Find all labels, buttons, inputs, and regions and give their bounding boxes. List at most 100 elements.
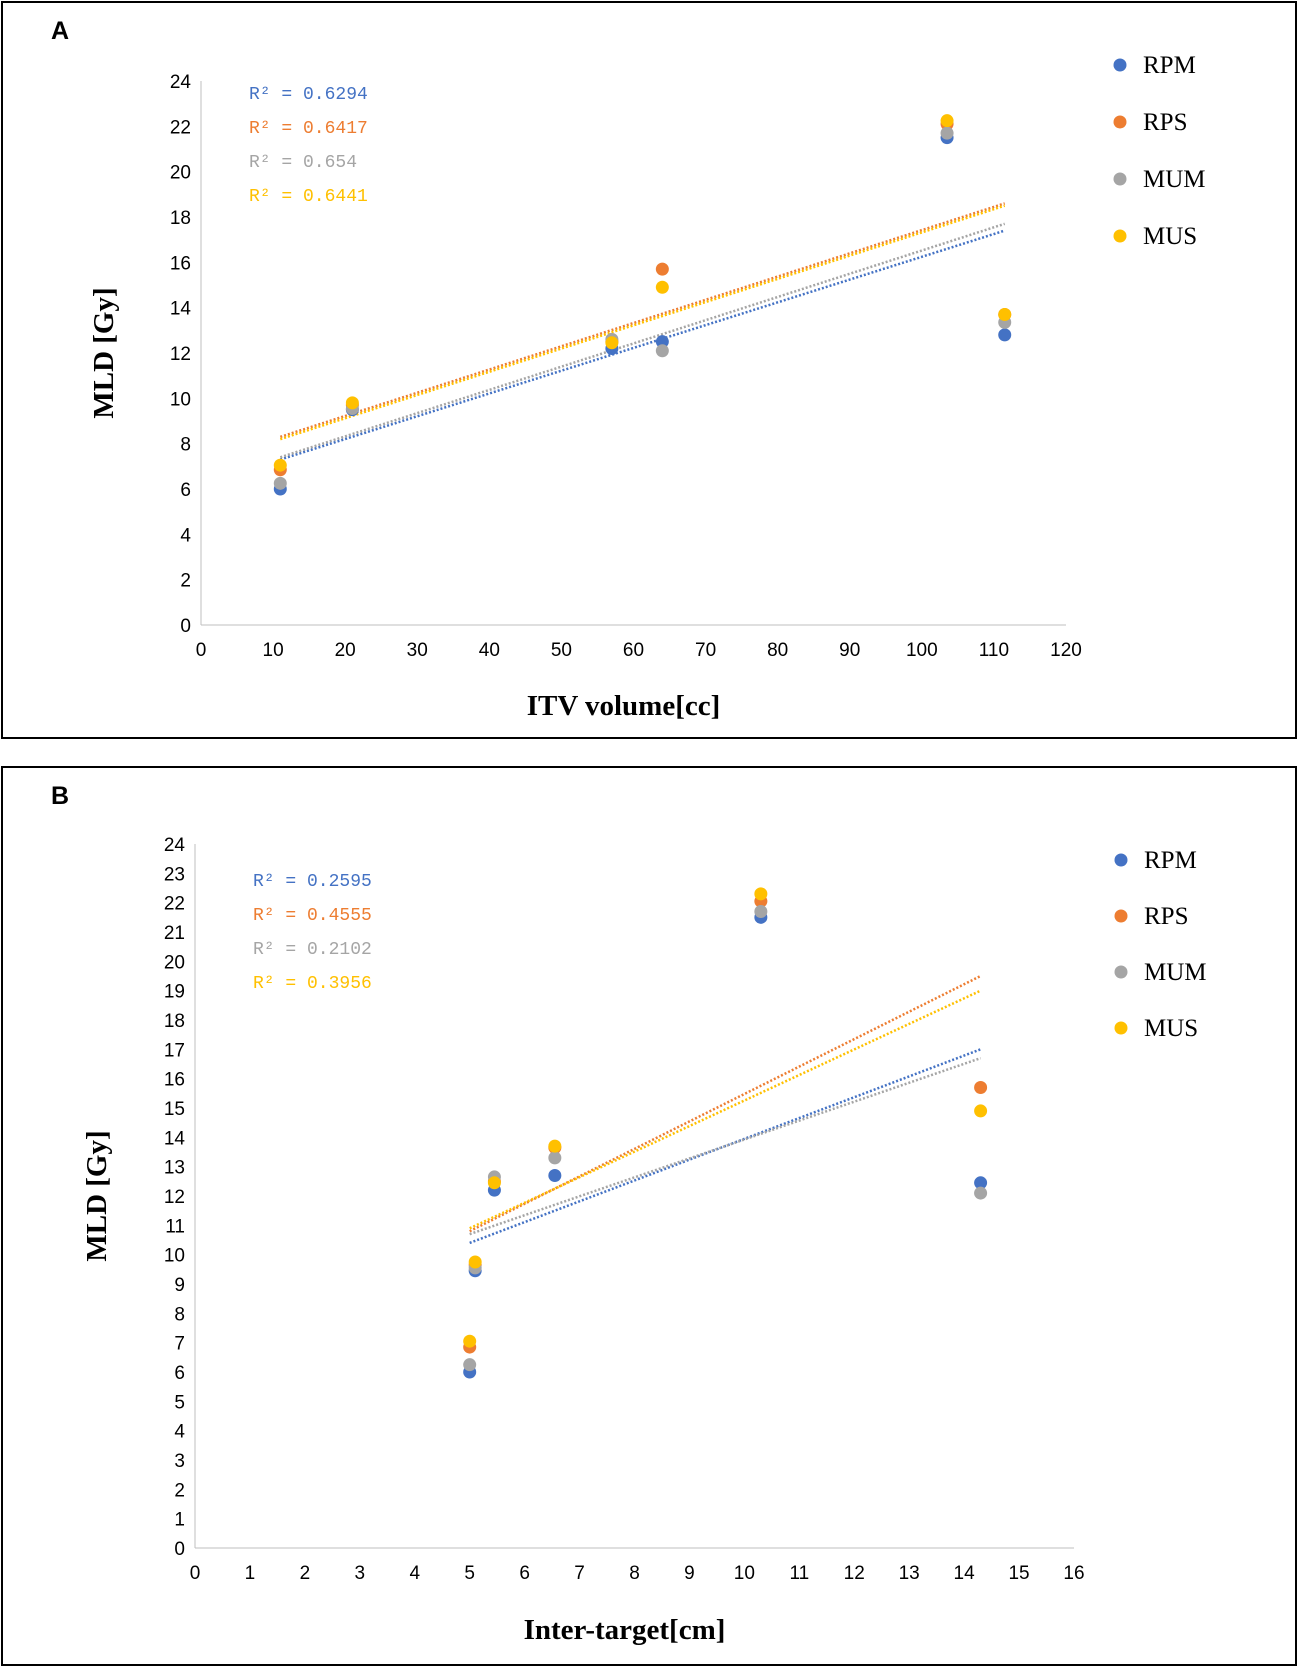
data-point-rpm [974,1176,988,1190]
data-point-mum [655,344,669,358]
legend-label-rps: RPS [1143,109,1187,136]
data-point-rps [655,262,669,276]
y-axis-title: MLD [Gy] [88,287,120,418]
data-point-mus [754,887,768,901]
r2-annotation-rpm: R² = 0.2595 [253,872,372,892]
y-tick-label: 6 [180,480,191,501]
trendline-mum [279,222,1006,459]
y-tick-label: 18 [170,208,191,229]
y-tick-label: 7 [174,1334,185,1355]
x-tick-label: 0 [190,1563,201,1584]
r2-annotation-rps: R² = 0.4555 [253,906,372,926]
x-tick-label: 8 [629,1563,640,1584]
y-tick-label: 5 [174,1392,185,1413]
x-tick-label: 120 [1050,640,1082,661]
y-tick-label: 2 [180,571,191,592]
chart-panel-a: A 0 10 20 30 40 50 60 70 80 90 100 110 120 0 2 4 6 8 10 12 1… [1,1,1297,739]
y-tick-label: 14 [170,299,192,320]
x-tick-label: 70 [695,640,716,661]
y-tick-label: 4 [174,1422,185,1443]
x-tick-label: 60 [623,640,644,661]
legend-marker-rpm [1114,853,1128,867]
data-point-mus [487,1176,501,1190]
x-tick-label: 5 [464,1563,475,1584]
y-tick-label: 12 [170,344,191,365]
y-tick-label: 10 [170,389,191,410]
y-tick-label: 24 [164,835,186,856]
r2-annotation-mum: R² = 0.654 [249,153,357,173]
trendline-mus [469,989,982,1230]
trendline-mus [279,204,1006,441]
data-point-mum [974,1186,988,1200]
x-tick-label: 1 [245,1563,256,1584]
data-point-mum [463,1358,477,1372]
panel-label-a: A [51,17,70,45]
r2-annotation-mus: R² = 0.6441 [249,187,368,207]
x-tick-label: 2 [300,1563,311,1584]
y-tick-label: 21 [164,923,185,944]
r2-annotation-mum: R² = 0.2102 [253,940,372,960]
r2-annotation-rps: R² = 0.6417 [249,119,368,139]
y-tick-label: 6 [174,1363,185,1384]
data-point-mus [605,336,619,350]
y-tick-label: 10 [164,1246,185,1267]
y-tick-label: 11 [165,1216,185,1237]
y-tick-label: 8 [174,1304,185,1325]
legend-label-rpm: RPM [1143,52,1196,79]
data-point-mum [273,476,287,490]
y-tick-label: 24 [170,72,192,93]
chart-a-svg: 0 10 20 30 40 50 60 70 80 90 100 110 120024681012141… [88,52,1206,722]
panel-label-b: B [51,782,70,810]
legend-label-mum: MUM [1143,166,1206,193]
data-point-mus [468,1255,482,1269]
data-point-mus [273,458,287,472]
r2-annotation-mus: R² = 0.3956 [253,974,372,994]
chart-panel-b: B 0 1 2 3 4 5 6 7 8 9 10 11 12 13 14 15 16 0 1 2 3 4 5 6 7 8 9 10 11… [1,766,1297,1666]
x-tick-label: 50 [551,640,572,661]
y-tick-label: 1 [174,1510,185,1531]
legend-label-mus: MUS [1144,1015,1198,1042]
legend-marker-mus [1114,1021,1128,1035]
y-tick-label: 0 [174,1539,185,1560]
data-point-rpm [655,335,669,349]
x-tick-label: 20 [335,640,356,661]
y-tick-label: 2 [174,1480,185,1501]
y-axis-title: MLD [Gy] [81,1130,113,1261]
legend-marker-rpm [1113,58,1127,72]
x-tick-label: 7 [574,1563,585,1584]
trendline-rps [279,202,1006,439]
x-tick-label: 10 [734,1563,755,1584]
legend-marker-mus [1113,229,1127,243]
data-point-mus [940,114,954,128]
y-tick-label: 22 [164,894,185,915]
y-tick-label: 12 [164,1187,185,1208]
x-axis-title: ITV volume[cc] [527,690,721,722]
data-point-mum [940,126,954,140]
x-tick-label: 6 [519,1563,530,1584]
x-tick-label: 12 [844,1563,865,1584]
legend-label-rpm: RPM [1144,847,1197,874]
data-point-rps [974,1080,988,1094]
x-tick-label: 80 [767,640,788,661]
data-point-mum [754,904,768,918]
y-tick-label: 20 [170,163,191,184]
data-point-mus [974,1104,988,1118]
x-tick-label: 3 [355,1563,366,1584]
y-tick-label: 16 [170,253,191,274]
trendline-rpm [279,229,1006,461]
legend-label-mus: MUS [1143,223,1197,250]
y-tick-label: 14 [164,1128,186,1149]
data-point-mus [548,1139,562,1153]
x-axis-title: Inter-target[cm] [524,1614,726,1646]
x-tick-label: 4 [409,1563,420,1584]
x-tick-label: 11 [789,1563,809,1584]
trendline-rpm [469,1048,982,1245]
x-tick-label: 9 [684,1563,695,1584]
legend-label-rps: RPS [1144,903,1188,930]
chart-b-svg: 0 1 2 3 4 5 6 7 8 9 10 11 12 13 14 15 160123456789101112… [81,835,1207,1646]
x-tick-label: 14 [954,1563,976,1584]
y-tick-label: 16 [164,1070,185,1091]
y-tick-label: 20 [164,952,185,973]
data-point-rpm [548,1168,562,1182]
legend-marker-mum [1113,172,1127,186]
